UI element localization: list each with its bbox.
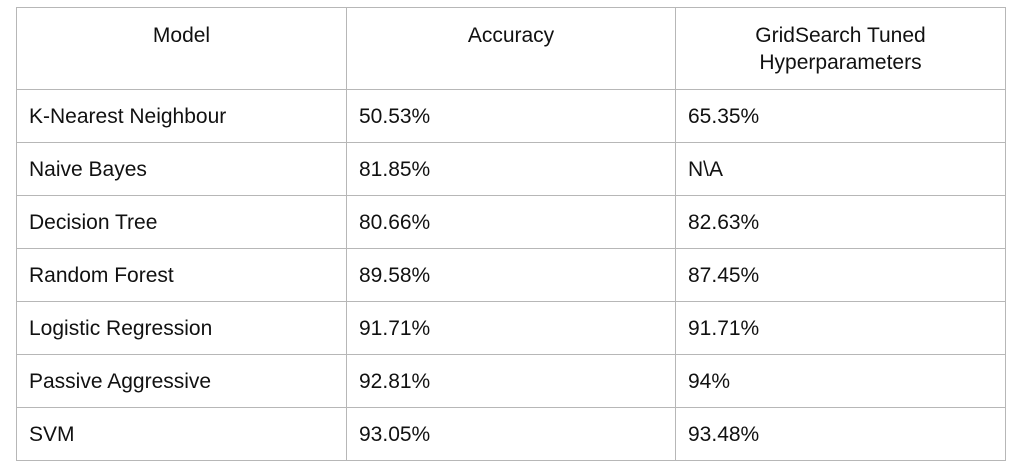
tuned-accuracy-cell: N\A xyxy=(675,142,1006,196)
model-name-cell: SVM xyxy=(16,407,347,461)
model-name-cell: Logistic Regression xyxy=(16,301,347,355)
table-row: Random Forest 89.58% 87.45% xyxy=(16,248,1006,302)
table-row: Passive Aggressive 92.81% 94% xyxy=(16,354,1006,408)
accuracy-cell: 91.71% xyxy=(346,301,676,355)
accuracy-cell: 81.85% xyxy=(346,142,676,196)
model-name-cell: Random Forest xyxy=(16,248,347,302)
table-header: Model Accuracy GridSearch Tuned Hyperpar… xyxy=(16,7,1006,90)
header-model: Model xyxy=(16,7,347,90)
model-name-cell: Decision Tree xyxy=(16,195,347,249)
model-name-cell: Passive Aggressive xyxy=(16,354,347,408)
tuned-accuracy-cell: 87.45% xyxy=(675,248,1006,302)
table-row: SVM 93.05% 93.48% xyxy=(16,407,1006,461)
table-row: Decision Tree 80.66% 82.63% xyxy=(16,195,1006,249)
tuned-accuracy-cell: 94% xyxy=(675,354,1006,408)
tuned-accuracy-cell: 65.35% xyxy=(675,89,1006,143)
accuracy-cell: 50.53% xyxy=(346,89,676,143)
header-gridsearch-tuned: GridSearch Tuned Hyperparameters xyxy=(675,7,1006,90)
tuned-accuracy-cell: 91.71% xyxy=(675,301,1006,355)
header-row: Model Accuracy GridSearch Tuned Hyperpar… xyxy=(16,7,1006,90)
accuracy-cell: 93.05% xyxy=(346,407,676,461)
accuracy-cell: 89.58% xyxy=(346,248,676,302)
table-row: K-Nearest Neighbour 50.53% 65.35% xyxy=(16,89,1006,143)
model-name-cell: Naive Bayes xyxy=(16,142,347,196)
accuracy-cell: 80.66% xyxy=(346,195,676,249)
accuracy-cell: 92.81% xyxy=(346,354,676,408)
header-accuracy: Accuracy xyxy=(346,7,676,90)
table-row: Naive Bayes 81.85% N\A xyxy=(16,142,1006,196)
tuned-accuracy-cell: 93.48% xyxy=(675,407,1006,461)
table-row: Logistic Regression 91.71% 91.71% xyxy=(16,301,1006,355)
model-name-cell: K-Nearest Neighbour xyxy=(16,89,347,143)
tuned-accuracy-cell: 82.63% xyxy=(675,195,1006,249)
table-body: K-Nearest Neighbour 50.53% 65.35% Naive … xyxy=(16,89,1006,461)
model-results-table: Model Accuracy GridSearch Tuned Hyperpar… xyxy=(16,7,1006,461)
